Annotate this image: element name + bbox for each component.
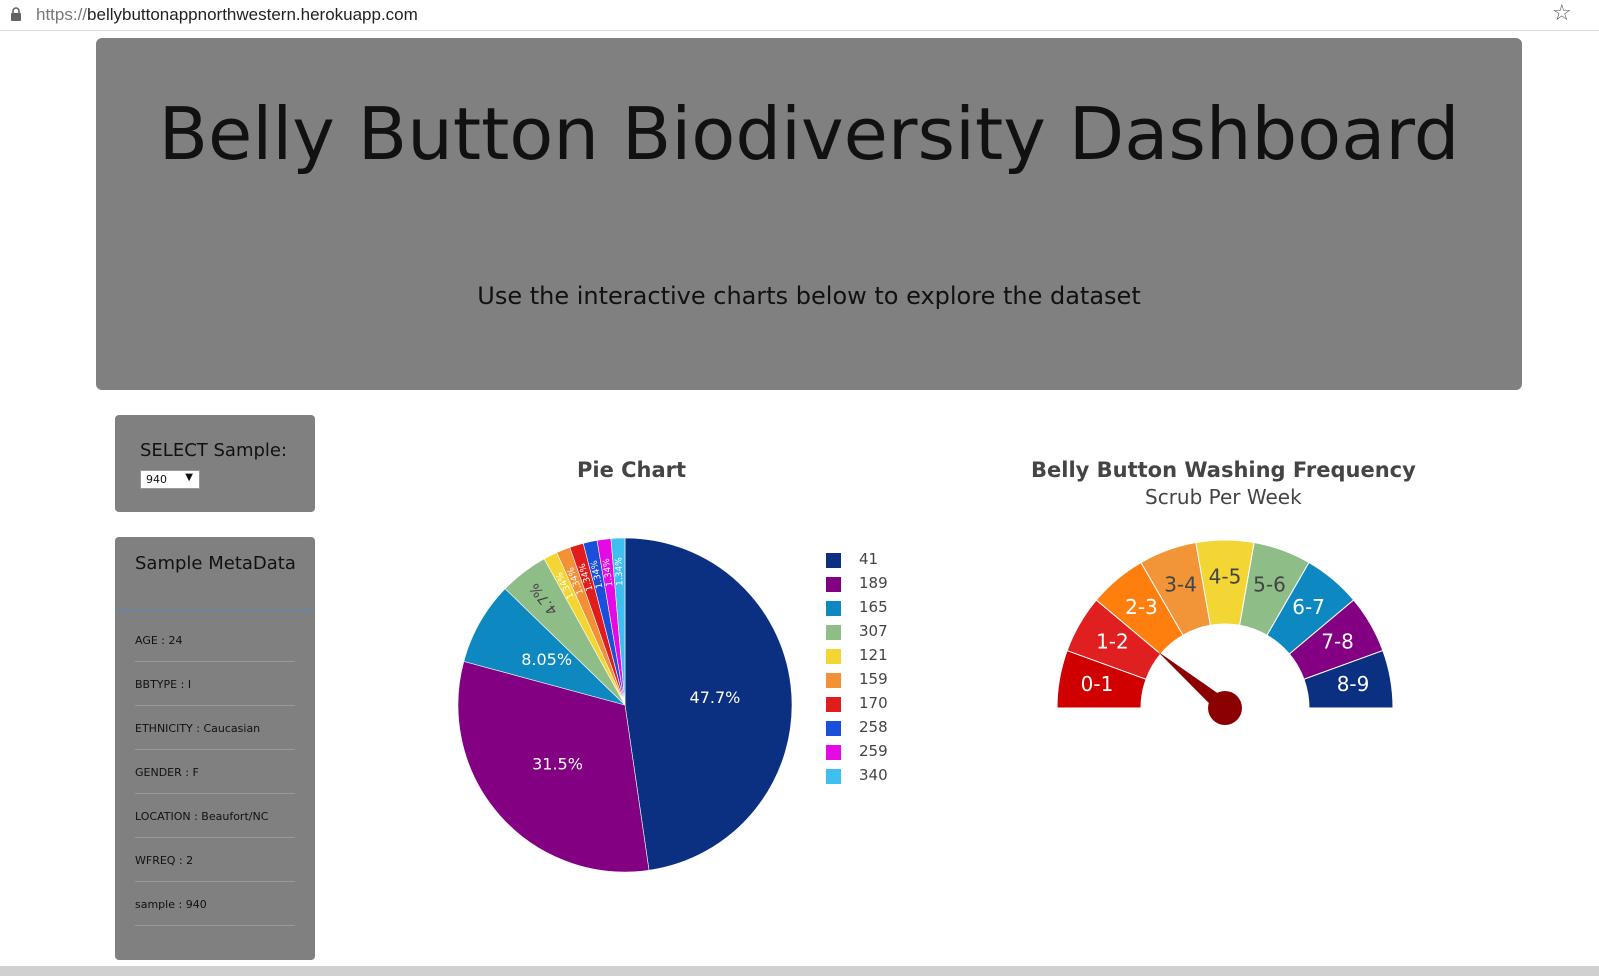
- legend-label: 307: [859, 622, 888, 640]
- dropdown-arrow-icon: ▼: [185, 472, 193, 483]
- legend-label: 165: [859, 598, 888, 616]
- metadata-separator: [135, 793, 295, 794]
- metadata-age-text: AGE : 24: [135, 634, 183, 647]
- gauge-label-5-6: 5-6: [1253, 572, 1286, 596]
- browser-address-bar: https://bellybuttonappnorthwestern.herok…: [0, 0, 1599, 31]
- sample-dropdown-value: 940: [146, 473, 167, 486]
- legend-label: 121: [859, 646, 888, 664]
- legend-swatch: [826, 625, 841, 640]
- metadata-heading: Sample MetaData: [135, 552, 305, 576]
- gauge-needle-hub: [1208, 691, 1242, 725]
- sample-dropdown[interactable]: 940 ▼: [140, 470, 200, 489]
- gauge-label-2-3: 2-3: [1125, 595, 1158, 619]
- legend-swatch: [826, 745, 841, 760]
- pie-label-189: 31.5%: [532, 754, 583, 773]
- gauge-label-7-8: 7-8: [1321, 630, 1354, 654]
- metadata-item-bbtype: BBTYPE : I: [135, 678, 295, 691]
- legend-label: 170: [859, 694, 888, 712]
- legend-label: 189: [859, 574, 888, 592]
- metadata-divider: [115, 611, 315, 612]
- legend-swatch: [826, 769, 841, 784]
- metadata-gender-text: GENDER : F: [135, 766, 199, 779]
- metadata-separator: [135, 749, 295, 750]
- select-sample-label: SELECT Sample:: [140, 440, 287, 461]
- metadata-separator: [135, 925, 295, 926]
- metadata-sample-text: sample : 940: [135, 898, 207, 911]
- gauge-label-1-2: 1-2: [1096, 630, 1129, 654]
- metadata-separator: [135, 661, 295, 662]
- gauge-label-0-1: 0-1: [1081, 672, 1114, 696]
- metadata-item-sample: sample : 940: [135, 898, 295, 911]
- legend-swatch: [826, 649, 841, 664]
- gauge-chart[interactable]: 0-1 1-2 2-33-4 4-5 5-66-7 7-8 8-9: [1045, 530, 1405, 730]
- legend-swatch: [826, 721, 841, 736]
- gauge-label-6-7: 6-7: [1292, 595, 1325, 619]
- sample-metadata-panel: Sample MetaData AGE : 24 BBTYPE : I ETHN…: [115, 537, 315, 960]
- pie-label-165: 8.05%: [521, 650, 572, 669]
- legend-swatch: [826, 673, 841, 688]
- legend-swatch: [826, 553, 841, 568]
- gauge-chart-subtitle: Scrub Per Week: [1145, 485, 1302, 509]
- page-title: Belly Button Biodiversity Dashboard: [96, 88, 1522, 180]
- legend-label: 41: [859, 550, 878, 568]
- metadata-separator: [135, 705, 295, 706]
- page-subtitle: Use the interactive charts below to expl…: [96, 282, 1522, 310]
- star-icon[interactable]: ☆: [1552, 1, 1572, 26]
- gauge-label-4-5: 4-5: [1209, 565, 1242, 589]
- url-text[interactable]: https://bellybuttonappnorthwestern.herok…: [36, 5, 418, 25]
- legend-label: 340: [859, 766, 888, 784]
- legend-label: 258: [859, 718, 888, 736]
- metadata-wfreq-text: WFREQ : 2: [135, 854, 193, 867]
- gauge-chart-title: Belly Button Washing Frequency: [1031, 458, 1416, 482]
- horizontal-scrollbar[interactable]: [0, 966, 1599, 976]
- lock-icon: [10, 7, 22, 22]
- metadata-item-age: AGE : 24: [135, 634, 295, 647]
- metadata-item-wfreq: WFREQ : 2: [135, 854, 295, 867]
- url-host: bellybuttonappnorthwestern.herokuapp.com: [87, 5, 418, 24]
- metadata-separator: [135, 837, 295, 838]
- header-banner: Belly Button Biodiversity Dashboard Use …: [96, 38, 1522, 390]
- legend-label: 159: [859, 670, 888, 688]
- pie-label-41: 47.7%: [690, 688, 741, 707]
- gauge-label-8-9: 8-9: [1337, 672, 1370, 696]
- sample-selector-panel: SELECT Sample: 940 ▼: [115, 415, 315, 512]
- url-protocol: https://: [36, 5, 87, 24]
- metadata-separator: [135, 881, 295, 882]
- metadata-bbtype-text: BBTYPE : I: [135, 678, 191, 691]
- metadata-item-location: LOCATION : Beaufort/NC: [135, 810, 295, 823]
- metadata-item-ethnicity: ETHNICITY : Caucasian: [135, 722, 295, 735]
- pie-label-340: 1.34%: [614, 557, 625, 586]
- legend-label: 259: [859, 742, 888, 760]
- gauge-label-3-4: 3-4: [1164, 572, 1197, 596]
- metadata-item-gender: GENDER : F: [135, 766, 295, 779]
- metadata-ethnicity-text: ETHNICITY : Caucasian: [135, 722, 260, 735]
- legend-swatch: [826, 577, 841, 592]
- pie-chart[interactable]: 47.7%31.5%8.05%4.7%1.34%1.34%1.34%1.34%1…: [445, 525, 805, 885]
- legend-swatch: [826, 601, 841, 616]
- pie-chart-title: Pie Chart: [577, 458, 686, 482]
- legend-swatch: [826, 697, 841, 712]
- metadata-location-text: LOCATION : Beaufort/NC: [135, 810, 268, 823]
